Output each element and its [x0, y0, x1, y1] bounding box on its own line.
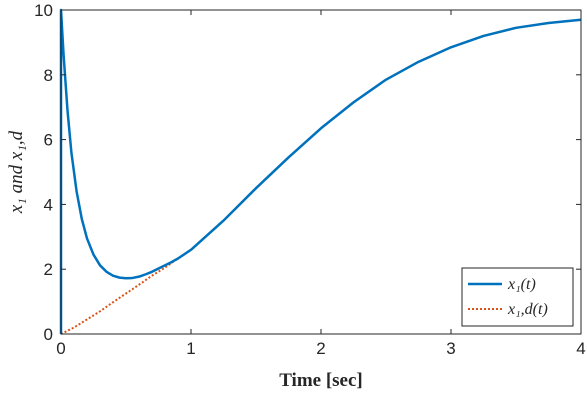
y-tick-label: 0 [44, 325, 53, 344]
y-tick-label: 6 [44, 131, 53, 150]
y-tick-label: 2 [44, 260, 53, 279]
x-axis-label: Time [sec] [279, 370, 363, 391]
x-tick-label: 2 [316, 339, 325, 358]
legend-label-x1: x₁(t) [507, 276, 536, 293]
y-axis-label: x₁ and x₁,d [6, 130, 27, 214]
x-tick-label: 1 [186, 339, 195, 358]
ticks-layer: 0 1 2 3 4 0 2 4 6 8 10 [34, 1, 586, 358]
x-tick-label: 4 [576, 339, 585, 358]
series-layer [59, 8, 582, 335]
legend-box [461, 267, 574, 327]
y-tick-label: 8 [44, 66, 53, 85]
series-line-x1 [59, 8, 582, 334]
legend: x₁(t) x₁,d(t) [461, 267, 574, 327]
y-tick-label: 10 [34, 1, 53, 20]
legend-label-x1d: x₁,d(t) [507, 301, 548, 318]
x-tick-label: 0 [56, 339, 65, 358]
y-tick-label: 4 [44, 195, 53, 214]
x-tick-label: 3 [446, 339, 455, 358]
